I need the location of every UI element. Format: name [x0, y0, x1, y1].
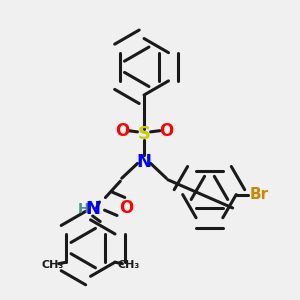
Text: CH₃: CH₃	[42, 260, 64, 270]
Text: O: O	[119, 199, 133, 217]
Text: CH₃: CH₃	[117, 260, 140, 270]
Text: O: O	[159, 122, 173, 140]
Text: O: O	[115, 122, 129, 140]
Text: S: S	[138, 125, 151, 143]
Text: H: H	[78, 202, 89, 216]
Text: N: N	[85, 200, 100, 218]
Text: Br: Br	[250, 187, 269, 202]
Text: N: N	[136, 153, 152, 171]
